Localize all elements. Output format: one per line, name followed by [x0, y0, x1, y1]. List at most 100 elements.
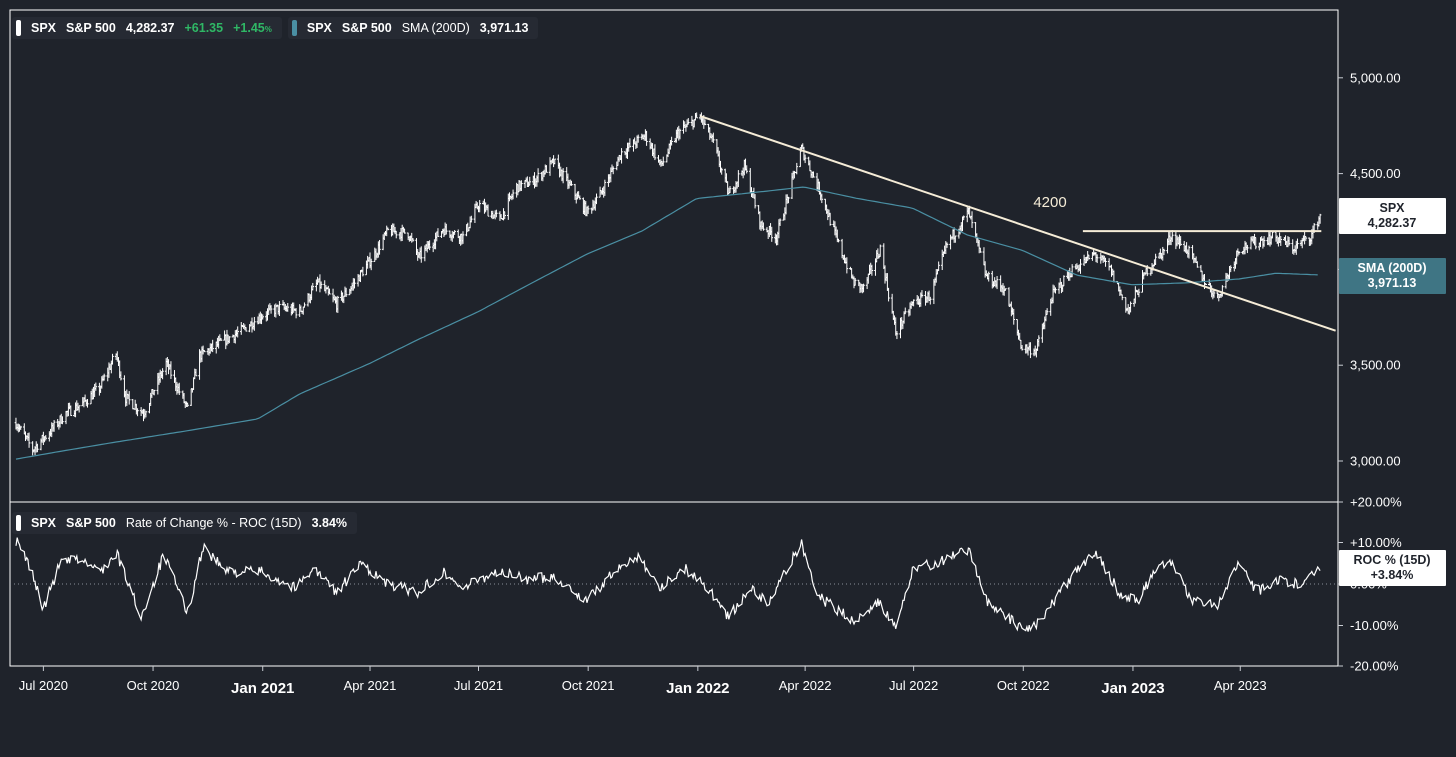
price-legend-symbol: SPX: [31, 21, 57, 35]
price-bar-639: [1079, 259, 1082, 274]
price-bar-704: [1187, 245, 1191, 259]
sma-series: [15, 186, 1318, 460]
price-legend-chip[interactable]: SPX S&P 500 4,282.37 +61.35 +1.45%: [12, 17, 282, 39]
roc-legend-symbol: SPX: [31, 516, 57, 530]
price-bar-4: [19, 425, 23, 430]
price-bar-244: [419, 246, 423, 263]
price-bar-464: [787, 196, 790, 204]
price-bar-39: [77, 405, 81, 413]
price-bar-609: [1029, 342, 1032, 359]
price-bar-19: [44, 435, 48, 441]
price-bar-424: [720, 167, 723, 175]
sma-legend-chip[interactable]: SPX S&P 500 SMA (200D) 3,971.13: [287, 17, 539, 39]
x-tick-label: Jul 2020: [19, 678, 68, 693]
price-bar-174: [303, 302, 306, 308]
price-bar-114: [203, 349, 206, 353]
sma-price-badge[interactable]: SMA (200D)3,971.13: [1339, 258, 1446, 294]
price-bar-684: [1154, 253, 1157, 265]
price-bar-764: [1287, 236, 1291, 246]
roc-legend-name: S&P 500: [66, 516, 116, 530]
price-bar-229: [394, 230, 398, 239]
roc-legend-value: 3.84%: [311, 516, 348, 530]
price-bar-409: [695, 112, 698, 119]
price-bar-234: [403, 228, 406, 234]
price-bar-264: [453, 230, 456, 235]
roc-value-badge[interactable]: ROC % (15D)+3.84%: [1339, 550, 1446, 586]
price-bar-739: [1246, 244, 1249, 254]
price-legend-value: 4,282.37: [125, 21, 175, 35]
downtrend-line[interactable]: [699, 115, 1336, 332]
price-bar-749: [1262, 236, 1266, 247]
price-bar-204: [353, 278, 356, 289]
price-bar-649: [1095, 254, 1099, 264]
price-bar-564: [954, 235, 957, 243]
price-bar-599: [1012, 308, 1016, 325]
price-bar-514: [870, 264, 874, 276]
price-bar-474: [803, 154, 807, 164]
price-bar-499: [845, 257, 849, 274]
price-bar-24: [52, 420, 56, 432]
roc-legend-chip[interactable]: SPX S&P 500 Rate of Change % - ROC (15D)…: [12, 512, 358, 534]
price-bar-579: [979, 247, 982, 253]
price-bar-9: [27, 432, 31, 448]
sma-legend-name: S&P 500: [341, 21, 392, 35]
roc-legend: SPX S&P 500 Rate of Change % - ROC (15D)…: [12, 512, 358, 534]
price-bar-274: [470, 215, 473, 223]
price-bar-674: [1137, 288, 1141, 298]
price-bar-619: [1045, 308, 1049, 315]
price-bar-84: [152, 389, 156, 396]
price-bar-74: [136, 408, 139, 417]
price-bar-524: [887, 287, 890, 302]
price-bar-224: [386, 227, 390, 231]
x-tick-label: Apr 2023: [1214, 678, 1267, 693]
price-bar-509: [862, 283, 865, 293]
spx-price-badge-bg: [1339, 198, 1446, 234]
price-bar-604: [1020, 345, 1024, 351]
price-bar-624: [1054, 287, 1057, 294]
roc-y-tick-label: -20.00%: [1350, 659, 1399, 674]
price-bar-139: [244, 327, 248, 332]
price-bar-254: [436, 228, 440, 237]
price-bar-129: [228, 336, 231, 344]
price-bar-554: [937, 261, 940, 272]
price-bar-134: [236, 326, 239, 338]
price-bar-44: [86, 399, 89, 408]
price-bar-569: [962, 215, 965, 221]
price-bar-94: [169, 361, 173, 379]
roc-value-badge-value: +3.84%: [1371, 568, 1414, 582]
price-bar-169: [294, 308, 298, 319]
price-bar-344: [586, 205, 590, 214]
price-bar-184: [319, 281, 323, 289]
price-bar-744: [1254, 237, 1258, 250]
price-bar-354: [603, 179, 607, 196]
price-bar-544: [920, 290, 924, 298]
x-tick-label: Jul 2021: [454, 678, 503, 693]
roc-swatch: [16, 515, 21, 531]
price-bar-359: [611, 166, 615, 175]
price-bar-179: [311, 282, 315, 291]
price-legend-change-pct: +1.45: [233, 21, 265, 35]
roc-y-tick-label: -10.00%: [1350, 618, 1399, 633]
price-bar-29: [61, 416, 64, 425]
price-bar-329: [561, 168, 565, 184]
spx-price-badge-title: SPX: [1379, 201, 1405, 215]
price-bar-782: [1318, 213, 1322, 224]
roc-value-badge-title: ROC % (15D): [1353, 553, 1430, 567]
sma-line: [15, 186, 1318, 460]
price-bar-394: [670, 136, 673, 146]
price-bar-709: [1196, 261, 1199, 268]
price-bar-49: [94, 382, 98, 391]
price-bar-429: [728, 186, 732, 194]
roc-y-tick-label: +10.00%: [1350, 535, 1402, 550]
price-bar-729: [1229, 265, 1233, 273]
x-tick-label: Oct 2021: [562, 678, 615, 693]
price-bar-259: [445, 223, 448, 235]
price-bar-239: [411, 238, 415, 242]
price-bar-294: [503, 211, 507, 220]
roc-y-tick-label: +20.00%: [1350, 495, 1402, 510]
price-bar-159: [278, 301, 281, 317]
price-bar-199: [344, 287, 348, 297]
